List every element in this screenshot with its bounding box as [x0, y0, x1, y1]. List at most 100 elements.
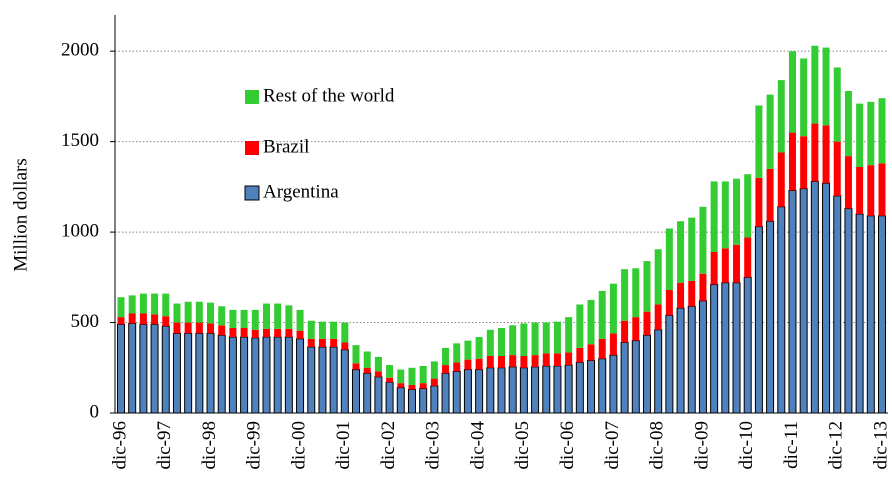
bar-segment: [207, 323, 215, 334]
bar-segment: [811, 45, 819, 124]
bar-segment: [531, 366, 540, 414]
bar-segment: [285, 305, 293, 329]
bar-segment: [228, 336, 237, 414]
bar-segment: [520, 356, 528, 368]
bar-segment: [419, 388, 428, 414]
legend-swatch: [245, 141, 259, 155]
bar-segment: [139, 323, 148, 414]
bar-segment: [688, 217, 696, 281]
bar-segment: [699, 273, 707, 301]
bar-segment: [486, 356, 494, 368]
bar-segment: [665, 289, 673, 316]
bar-segment: [296, 330, 304, 339]
x-tick-label: dic-12: [826, 421, 847, 470]
bar-segment: [721, 248, 729, 283]
x-tick-label: dic-04: [467, 421, 488, 470]
y-tick-label: 500: [71, 311, 100, 332]
y-axis-label: Million dollars: [10, 158, 31, 271]
x-tick-label: dic-09: [691, 421, 712, 470]
bar-segment: [262, 328, 270, 338]
bar-segment: [340, 349, 349, 414]
bar-segment: [318, 338, 326, 347]
bar-segment: [363, 351, 371, 368]
bar-segment: [766, 220, 775, 414]
bar-segment: [833, 67, 841, 142]
bar-segment: [184, 322, 192, 334]
bar-segment: [453, 343, 461, 363]
bar-segment: [151, 314, 159, 325]
bar-segment: [139, 293, 147, 314]
bar-segment: [386, 377, 394, 383]
bar-segment: [677, 221, 685, 283]
bar-segment: [363, 367, 371, 374]
bar-segment: [810, 180, 819, 414]
bar-segment: [531, 355, 539, 367]
bar-segment: [788, 51, 796, 133]
bar-segment: [274, 328, 282, 338]
bar-segment: [799, 188, 808, 414]
bar-segment: [251, 337, 260, 414]
bar-segment: [609, 283, 617, 334]
bar-segment: [475, 337, 483, 359]
bar-segment: [408, 384, 416, 390]
bar-segment: [564, 364, 573, 414]
bar-segment: [587, 299, 595, 345]
y-tick-label: 1500: [61, 130, 99, 151]
bar-segment: [486, 329, 494, 357]
bar-segment: [878, 215, 886, 414]
bar-segment: [598, 338, 606, 359]
y-tick-label: 0: [90, 401, 100, 422]
bar-segment: [195, 322, 203, 334]
bar-segment: [195, 332, 204, 414]
bar-segment: [844, 208, 853, 414]
bar-segment: [184, 332, 193, 414]
x-tick-label: dic-97: [154, 421, 175, 470]
x-tick-label: dic-00: [288, 421, 309, 470]
bar-segment: [374, 356, 382, 372]
bar-segment: [788, 132, 796, 191]
bar-segment: [497, 367, 506, 414]
bar-segment: [732, 282, 741, 414]
bar-segment: [296, 309, 304, 331]
bar-segment: [531, 322, 539, 356]
bar-segment: [721, 282, 730, 414]
bar-segment: [754, 226, 763, 414]
bar-segment: [654, 249, 662, 305]
bar-segment: [307, 320, 315, 339]
y-tick-label: 1000: [61, 220, 99, 241]
bar-segment: [296, 338, 305, 414]
bar-segment: [542, 322, 550, 354]
bar-segment: [386, 365, 394, 378]
bar-segment: [419, 365, 427, 384]
x-tick-label: dic-13: [870, 421, 891, 470]
bar-segment: [542, 353, 550, 366]
bar-segment: [385, 381, 394, 414]
bar-segment: [587, 344, 595, 361]
bar-segment: [453, 362, 461, 372]
x-tick-label: dic-07: [602, 421, 623, 470]
bar-segment: [442, 365, 450, 374]
bar-segment: [654, 304, 662, 330]
bar-segment: [788, 189, 797, 414]
bar-segment: [699, 206, 707, 274]
bar-segment: [452, 370, 461, 414]
bar-segment: [184, 301, 192, 323]
bar-segment: [844, 156, 852, 209]
bar-segment: [419, 383, 427, 389]
bar-segment: [587, 360, 596, 414]
legend-label: Brazil: [263, 136, 309, 157]
bar-segment: [139, 313, 147, 325]
bar-segment: [609, 333, 617, 356]
bar-segment: [744, 174, 752, 238]
bar-segment: [553, 353, 561, 366]
bar-segment: [565, 352, 573, 366]
bar-segment: [464, 359, 472, 370]
bar-segment: [755, 105, 763, 178]
bar-segment: [632, 268, 640, 318]
bar-segment: [621, 320, 629, 343]
x-tick-label: dic-08: [647, 421, 668, 470]
bar-segment: [509, 355, 517, 367]
bar-segment: [408, 367, 416, 385]
bar-segment: [240, 336, 249, 414]
